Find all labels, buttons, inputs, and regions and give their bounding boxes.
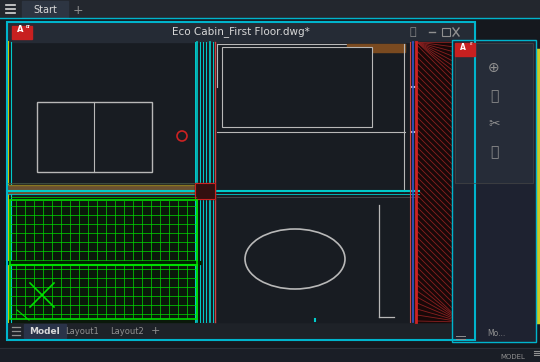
Text: Layout2: Layout2 xyxy=(110,327,144,336)
Text: ✂: ✂ xyxy=(488,117,500,131)
Bar xyxy=(7,186,202,193)
Bar xyxy=(0,0,540,18)
Text: A: A xyxy=(460,42,466,51)
Bar xyxy=(217,197,414,322)
Bar xyxy=(7,22,475,340)
Text: Model: Model xyxy=(30,327,60,336)
Bar xyxy=(455,43,533,183)
Text: LT: LT xyxy=(26,25,31,29)
Bar xyxy=(12,26,32,39)
Text: ⊕: ⊕ xyxy=(488,61,500,75)
Text: +: + xyxy=(73,4,83,17)
Text: Layout1: Layout1 xyxy=(65,327,99,336)
Bar xyxy=(452,40,536,342)
Text: ✋: ✋ xyxy=(490,89,498,103)
Bar xyxy=(7,22,475,42)
Bar xyxy=(7,42,475,322)
Bar xyxy=(417,42,462,322)
Bar xyxy=(7,22,475,340)
Text: Eco Cabin_First Floor.dwg*: Eco Cabin_First Floor.dwg* xyxy=(172,26,310,37)
Bar xyxy=(417,42,462,322)
Text: ⌖: ⌖ xyxy=(410,27,416,37)
Text: Mo...: Mo... xyxy=(487,329,505,338)
Text: LT: LT xyxy=(470,42,474,46)
Bar xyxy=(0,348,540,362)
Text: Start: Start xyxy=(33,5,57,15)
Text: A: A xyxy=(17,25,23,34)
Bar xyxy=(347,44,405,52)
Bar xyxy=(24,324,66,338)
Bar xyxy=(536,40,540,342)
Bar xyxy=(455,43,475,56)
Bar xyxy=(7,322,475,340)
Bar xyxy=(442,28,450,36)
Text: MODEL: MODEL xyxy=(500,354,525,360)
Bar xyxy=(37,102,152,172)
Bar xyxy=(22,1,68,17)
Bar xyxy=(455,43,533,183)
Bar xyxy=(222,47,372,127)
Text: +: + xyxy=(150,326,160,336)
Bar xyxy=(452,40,536,342)
Text: ⦾: ⦾ xyxy=(490,145,498,159)
Bar xyxy=(195,183,215,199)
Bar xyxy=(10,200,197,319)
Bar xyxy=(7,197,200,322)
Bar xyxy=(195,183,215,199)
